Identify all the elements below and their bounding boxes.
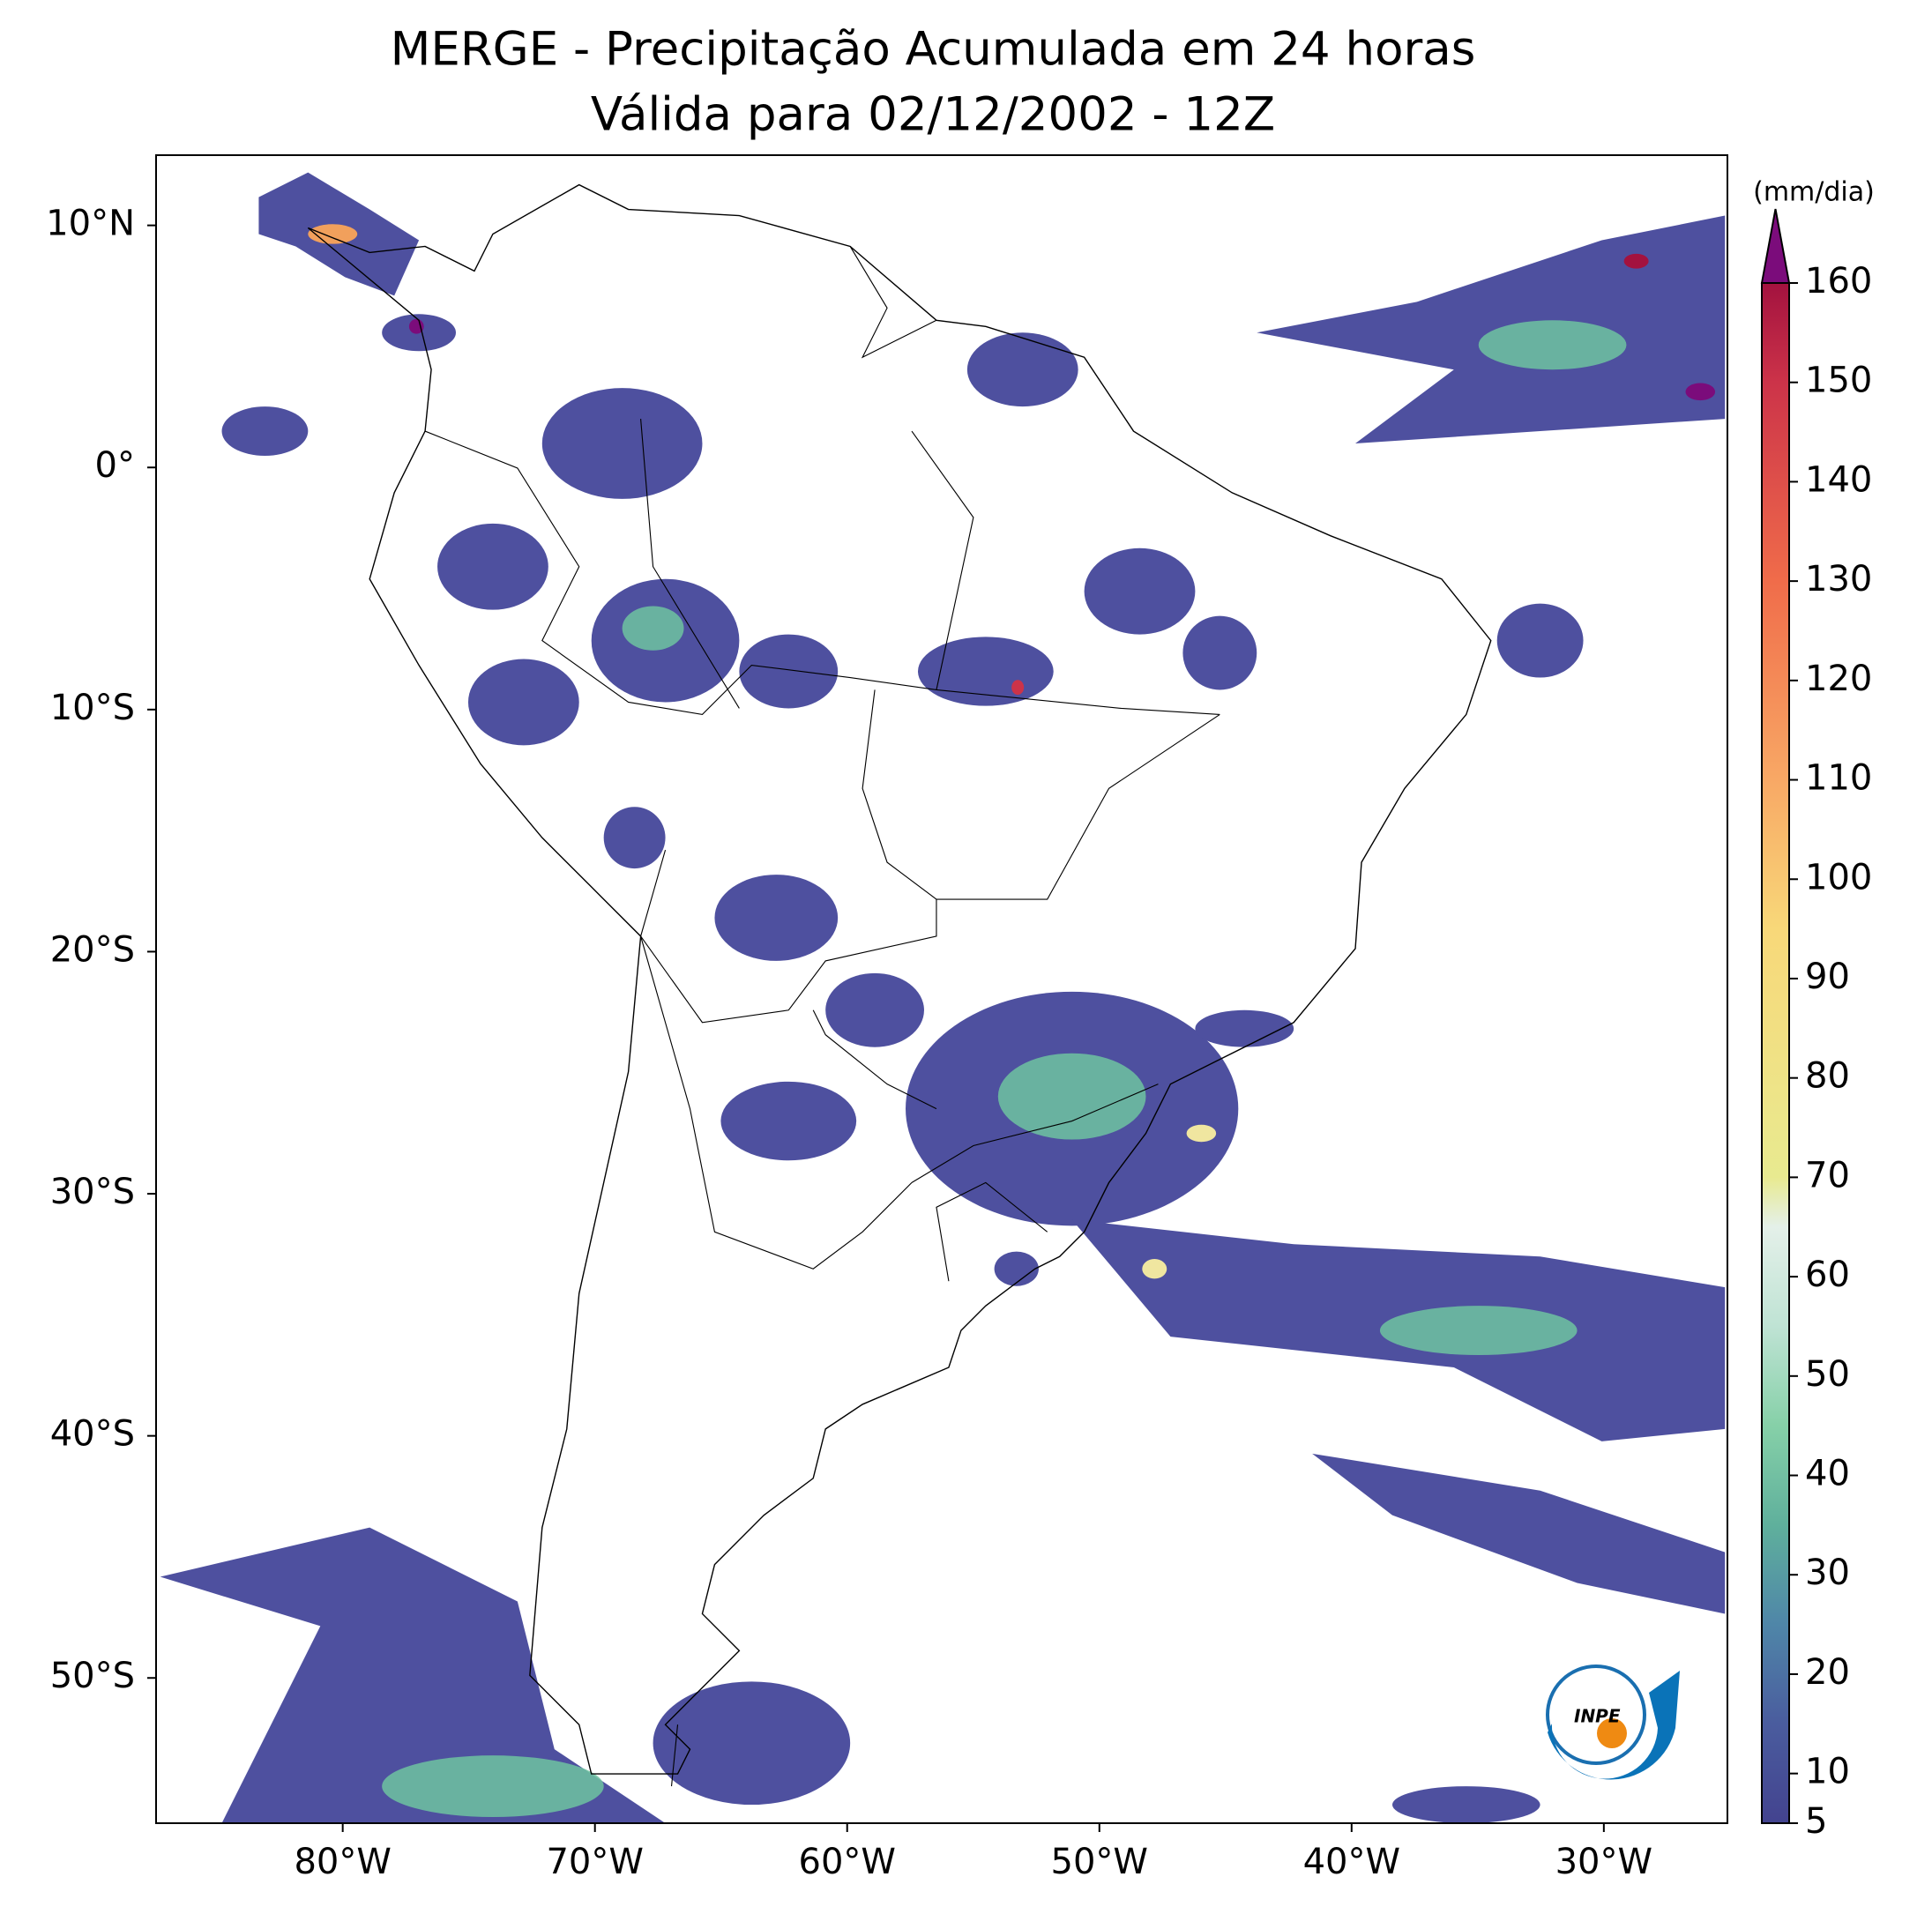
plot-frame (155, 154, 1728, 1824)
x-tick-label: 80°W (294, 1842, 391, 1882)
colorbar-tick-label: 130 (1805, 559, 1872, 600)
logo-text: INPE (1574, 1706, 1621, 1727)
colorbar-tick-label: 5 (1805, 1801, 1827, 1842)
colorbar-tick-label: 90 (1805, 957, 1850, 997)
colorbar-tick-label: 20 (1805, 1652, 1850, 1693)
precip-peaks (308, 224, 1716, 1279)
axes: 80°W 70°W 60°W 50°W 40°W 30°W 10°N 0° 10°S 20°S 30… (46, 204, 1652, 1882)
colorbar-tick-label: 160 (1805, 261, 1872, 302)
colorbar-tick-label: 100 (1805, 857, 1872, 897)
map-area: INPE (160, 172, 1726, 1823)
colorbar-label: (mm/dia) (1753, 177, 1875, 208)
colorbar-tick-label: 80 (1805, 1056, 1850, 1097)
y-tick-label: 10°S (50, 688, 135, 728)
y-tick-label: 0° (95, 445, 135, 486)
colorbar-tick-label: 40 (1805, 1454, 1850, 1494)
map-content (160, 172, 1726, 1823)
precip-highlights (382, 320, 1627, 1818)
y-tick-label: 30°S (50, 1172, 135, 1212)
precip-areas (160, 172, 1726, 1823)
borders (424, 246, 1220, 1787)
colorbar-tick-label: 50 (1805, 1354, 1850, 1395)
colorbar-tick-label: 110 (1805, 758, 1872, 799)
subtitle: Válida para 02/12/2002 - 12Z (591, 88, 1275, 142)
title: MERGE - Precipitação Acumulada em 24 hor… (391, 23, 1476, 77)
x-tick-label: 40°W (1303, 1842, 1400, 1882)
colorbar-tick-label: 60 (1805, 1255, 1850, 1295)
x-tick-label: 70°W (546, 1842, 643, 1882)
colorbar-tick-label: 30 (1805, 1553, 1850, 1593)
x-tick-label: 50°W (1051, 1842, 1148, 1882)
y-tick-label: 10°N (46, 204, 135, 244)
colorbar-scale (1761, 282, 1790, 1824)
x-tick-label: 30°W (1555, 1842, 1652, 1882)
colorbar-tick-label: 10 (1805, 1752, 1850, 1792)
logo: INPE (1546, 1665, 1680, 1780)
colorbar-tick-label: 70 (1805, 1155, 1850, 1195)
y-tick-label: 20°S (50, 929, 135, 970)
colorbar-tick-label: 120 (1805, 659, 1872, 699)
y-tick-label: 40°S (50, 1414, 135, 1455)
colorbar-tick-label: 150 (1805, 361, 1872, 401)
colorbar: 5 10 20 30 40 50 60 70 80 90 100 110 120 130 140 150 160… (1753, 177, 1875, 1843)
x-tick-label: 60°W (799, 1842, 896, 1882)
colorbar-tick-label: 140 (1805, 459, 1872, 500)
colorbar-extension (1760, 208, 1791, 284)
y-tick-label: 50°S (50, 1656, 135, 1696)
